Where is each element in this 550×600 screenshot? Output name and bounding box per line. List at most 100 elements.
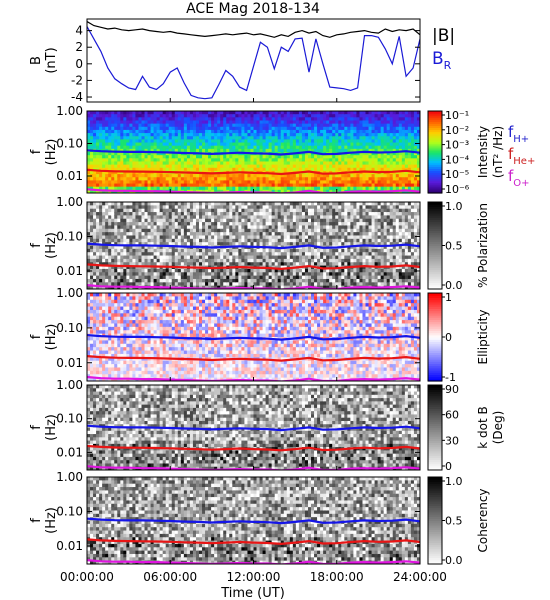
panel-2-ytick-label: 0.01 (56, 264, 83, 278)
panel-0: -4 -2 0 2 4 B (nT) |B| BR (29, 18, 455, 104)
panel-4-plot-area (87, 385, 420, 470)
panel-4-colorbar: 90 60 30 0 k dot B (Deg) (427, 383, 505, 473)
panel-3-ytick-label: 0.10 (56, 321, 83, 335)
panel-4: 1.00 0.10 0.01 f (Hz) 90 60 30 0 k dot B (Deg) (29, 378, 505, 473)
panel-0-ylabel: B (29, 56, 44, 65)
x-tick-label: 00:00:00 (60, 570, 114, 584)
panel-3-ytick-label: 1.00 (56, 286, 83, 300)
panel-2-colorbar-tick-label: 1.0 (445, 200, 463, 213)
panel-1-ytick-label: 0.01 (56, 169, 83, 183)
x-tick-label: 12:00:00 (227, 570, 281, 584)
panel-1-ytick-label: 1.00 (56, 104, 83, 118)
panel-4-ytick-label: 0.10 (56, 412, 83, 426)
panel-2-yunit: (Hz) (44, 232, 59, 259)
panel-2-colorbar-tick-label: 0.5 (445, 240, 463, 253)
panel-2-colorbar: 1.0 0.5 0.0 % Polarization (427, 200, 490, 292)
x-tick-label: 24:00:00 (393, 570, 447, 584)
panel-0-ytick-label: -2 (71, 73, 83, 87)
panel-4-ytick-label: 0.01 (56, 445, 83, 459)
panel-5-ytick-label: 0.10 (56, 504, 83, 518)
series-b-line (87, 20, 420, 38)
legend-entry-1: BR (432, 49, 452, 72)
panel-4-ytick-label: 1.00 (56, 378, 83, 392)
panel-5-colorbar-tick-label: 1.0 (445, 475, 463, 488)
panel-2-ytick-label: 1.00 (56, 195, 83, 209)
panel-1-fHe+-line (87, 168, 420, 176)
panel-3-spectrogram (87, 293, 420, 381)
legend-entry-0: fH+ (508, 123, 529, 145)
x-axis-label: Time (UT) (220, 586, 285, 600)
panel-1-colorbar-tick-label: 10⁻² (445, 124, 469, 137)
panel-5-colorbar-label: Coherency (476, 488, 490, 552)
panel-3-colorbar-label: Ellipticity (476, 310, 490, 365)
panel-5-colorbar: 1.0 0.5 0.0 Coherency (427, 475, 490, 567)
panel-5-yunit: (Hz) (44, 507, 59, 534)
panel-3-fH+-line (87, 334, 420, 341)
panel-3-ytick-label: 0.01 (56, 356, 83, 370)
panel-5-colorbar-tick-label: 0.5 (445, 515, 463, 528)
panel-0-plot-area (87, 20, 420, 100)
panel-0-ytick-label: 0 (75, 57, 83, 71)
panel-1-colorbar-label: Intensity (476, 126, 490, 178)
legend-entry-2: fO+ (508, 167, 530, 189)
panel-4-yunit: (Hz) (44, 414, 59, 441)
panel-4-colorbar-label: k dot B (476, 406, 490, 448)
panel-3-colorbar-tick-label: 0 (445, 331, 452, 344)
panel-2-colorbar-label: % Polarization (476, 203, 490, 288)
legend-entry-0: |B| (432, 26, 455, 46)
panel-2-ytick-label: 0.10 (56, 229, 83, 243)
panel-0-legend: |B| BR (432, 26, 455, 72)
panel-5-ytick-label: 0.01 (56, 539, 83, 553)
panel-5: 1.00 0.10 0.01 f (Hz) 1.0 0.5 0.0 Coherency (29, 470, 490, 567)
panel-1-fH+-line (87, 149, 420, 156)
panel-3-colorbar-tick-label: -1 (445, 371, 456, 384)
panel-4-colorbar-tick-label: 30 (445, 434, 459, 447)
panel-0-yunit: (nT) (44, 47, 59, 73)
panel-2-colorbar-tick-label: 0.0 (445, 279, 463, 292)
panel-0-ytick-label: 4 (75, 24, 83, 38)
panel-1-ylabel: f (29, 149, 44, 154)
panel-4-colorbar-tick-label: 90 (445, 383, 459, 396)
panel-5-fH+-line (87, 517, 420, 525)
chart-title: ACE Mag 2018-134 (186, 1, 320, 17)
panel-1-colorbar-tick-label: 10⁻³ (445, 139, 469, 152)
panel-5-colorbar-tick-label: 0.0 (445, 554, 463, 567)
panel-4-fHe+-line (87, 444, 420, 452)
x-tick-label: 06:00:00 (143, 570, 197, 584)
panel-5-ylabel: f (29, 518, 44, 523)
panel-3-colorbar-tick-label: 1 (445, 291, 452, 304)
legend-entry-1: fHe+ (508, 145, 535, 167)
panel-3-colorbar: 1 0 -1 Ellipticity (427, 291, 490, 384)
panel-1: 1.000.100.01f (Hz)10⁻¹10⁻²10⁻³10⁻⁴10⁻⁵10⁻… (29, 104, 535, 196)
panel-1-colorbar-tick-label: 10⁻⁴ (445, 153, 470, 166)
panel-2: 1.00 0.10 0.01 f (Hz) 1.0 0.5 0.0 % Polarization (29, 195, 490, 292)
panel-2-ylabel: f (29, 243, 44, 248)
panel-3-fHe+-line (87, 355, 420, 362)
panel-1-plot-area (87, 111, 420, 193)
x-tick-label: 18:00:00 (310, 570, 364, 584)
panel-0-ytick-label: 2 (75, 40, 83, 54)
panel-1-colorbar-tick-label: 10⁻⁵ (445, 168, 469, 181)
panel-1-spectrogram (87, 111, 420, 193)
panel-5-fHe+-line (87, 538, 420, 546)
panel-1-colorbar-unit: (nT² /Hz) (491, 126, 505, 178)
panel-1-colorbar-tick-label: 10⁻⁶ (445, 183, 470, 196)
panel-1-yunit: (Hz) (44, 139, 59, 166)
panel-5-plot-area (87, 477, 420, 564)
panel-1-ytick-label: 0.10 (56, 137, 83, 151)
panel-4-ylabel: f (29, 425, 44, 430)
panel-5-ytick-label: 1.00 (56, 470, 83, 484)
panel-3-ylabel: f (29, 334, 44, 339)
panel-4-colorbar-unit: (Deg) (491, 411, 505, 445)
panel-3-plot-area (87, 293, 420, 381)
panel-3-yunit: (Hz) (44, 324, 59, 351)
series-br-line (87, 26, 420, 100)
panel-1-colorbar-tick-label: 10⁻¹ (445, 109, 469, 122)
panel-3: 1.00 0.10 0.01 f (Hz) 1 0 -1 Ellipticity (29, 286, 490, 384)
x-axis: 00:00:00 06:00:00 12:00:00 18:00:00 24:00:00 (60, 570, 447, 584)
panel-1-colorbar: 10⁻¹ 10⁻² 10⁻³10⁻⁴ 10⁻⁵ 10⁻⁶ Intensity (nT² /H… (427, 109, 505, 196)
panel-2-fH+-line (87, 242, 420, 250)
panel-2-plot-area (87, 202, 420, 289)
